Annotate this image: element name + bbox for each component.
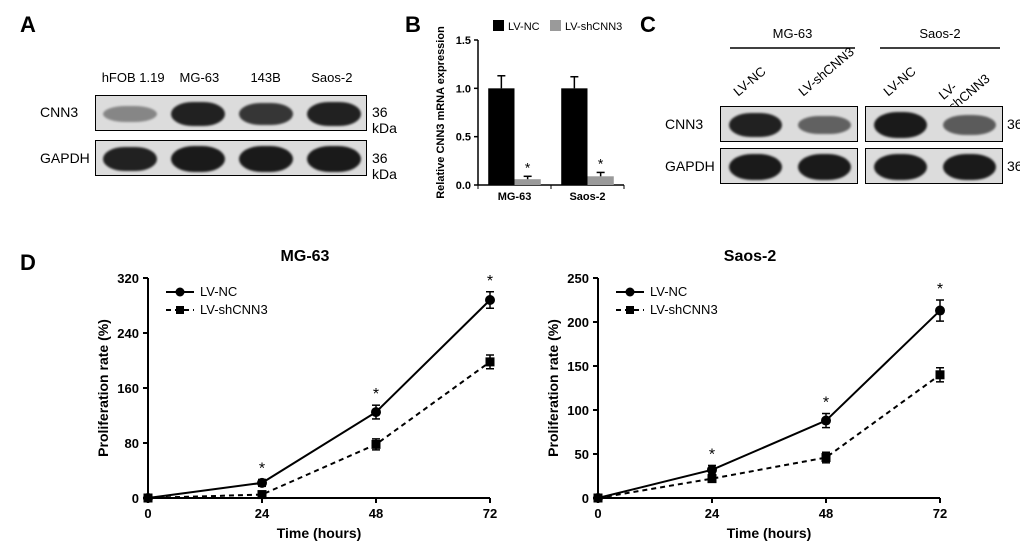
panel-b: 0.0 0.5 1.0 1.5 Relative CNN3 mRNA expressio… <box>430 18 630 223</box>
blot-box <box>865 148 1003 184</box>
svg-text:320: 320 <box>117 271 139 286</box>
svg-text:Time (hours): Time (hours) <box>277 525 362 541</box>
svg-text:*: * <box>937 281 943 298</box>
panel-a: hFOB 1.19 MG-63 143B Saos-2 CNN3 36 kDa … <box>40 40 395 200</box>
svg-text:100: 100 <box>567 403 589 418</box>
group-header: MG-63 <box>730 26 855 41</box>
panel-label-a: A <box>20 12 36 38</box>
svg-text:*: * <box>259 460 265 477</box>
lane-label: LV-shCNN3 <box>795 44 856 99</box>
svg-text:0: 0 <box>582 491 589 506</box>
svg-text:LV-shCNN3: LV-shCNN3 <box>565 21 622 33</box>
svg-text:Proliferation rate (%): Proliferation rate (%) <box>545 319 561 457</box>
blot-row-label: CNN3 <box>665 116 703 132</box>
blot-row-label: GAPDH <box>665 158 715 174</box>
blot-a-lanes: hFOB 1.19 MG-63 143B Saos-2 <box>100 70 365 90</box>
svg-text:LV-NC: LV-NC <box>650 284 687 299</box>
svg-text:Proliferation rate (%): Proliferation rate (%) <box>95 319 111 457</box>
lane-label: Saos-2 <box>299 70 365 90</box>
svg-text:LV-NC: LV-NC <box>200 284 237 299</box>
blot-kda: 36 kDa <box>372 150 397 182</box>
blot-c-lanes: LV-NC LV-shCNN3 LV-NC LV-shCNN3 <box>725 50 1005 105</box>
blot-box <box>720 106 858 142</box>
svg-text:0: 0 <box>594 506 601 521</box>
lane-label: LV-NC <box>880 64 918 99</box>
chart-title: Saos-2 <box>620 248 880 266</box>
lane-label: 143B <box>233 70 299 90</box>
svg-text:250: 250 <box>567 271 589 286</box>
svg-text:1.0: 1.0 <box>456 83 471 95</box>
svg-text:*: * <box>525 159 531 175</box>
blot-box <box>95 140 367 176</box>
panel-label-d: D <box>20 250 36 276</box>
svg-text:48: 48 <box>819 506 833 521</box>
blot-box <box>95 95 367 131</box>
group-header: Saos-2 <box>880 26 1000 41</box>
svg-text:*: * <box>373 386 379 403</box>
svg-text:Saos-2: Saos-2 <box>569 191 605 203</box>
svg-text:0.0: 0.0 <box>456 180 471 192</box>
blot-row-label: GAPDH <box>40 150 90 166</box>
lane-label: MG-63 <box>166 70 232 90</box>
svg-text:LV-NC: LV-NC <box>508 21 540 33</box>
bar-chart: 0.0 0.5 1.0 1.5 Relative CNN3 mRNA expressio… <box>430 18 630 223</box>
blot-kda: 36 kDa <box>372 104 397 136</box>
chart-title: MG-63 <box>175 248 435 266</box>
svg-text:Relative CNN3 mRNA expression: Relative CNN3 mRNA expression <box>435 26 447 199</box>
svg-text:160: 160 <box>117 381 139 396</box>
blot-row-label: CNN3 <box>40 104 78 120</box>
svg-text:200: 200 <box>567 315 589 330</box>
panel-label-b: B <box>405 12 421 38</box>
svg-text:24: 24 <box>705 506 720 521</box>
svg-text:50: 50 <box>575 447 589 462</box>
svg-text:*: * <box>487 273 493 290</box>
line-chart: 0 50 100 150 200 250 0 24 48 72 Time (hours) Prolif… <box>540 266 960 546</box>
svg-text:24: 24 <box>255 506 270 521</box>
svg-text:LV-shCNN3: LV-shCNN3 <box>650 302 718 317</box>
svg-text:0.5: 0.5 <box>456 132 471 144</box>
svg-text:48: 48 <box>369 506 383 521</box>
svg-text:LV-shCNN3: LV-shCNN3 <box>200 302 268 317</box>
panel-c: MG-63 Saos-2 LV-NC LV-shCNN3 LV-NC LV-sh… <box>665 18 1010 198</box>
lane-label: LV-NC <box>730 64 768 99</box>
figure-root: A B C D hFOB 1.19 MG-63 143B Saos-2 CNN3… <box>0 0 1020 549</box>
svg-text:*: * <box>709 446 715 463</box>
panel-label-c: C <box>640 12 656 38</box>
svg-text:150: 150 <box>567 359 589 374</box>
svg-text:240: 240 <box>117 326 139 341</box>
svg-text:1.5: 1.5 <box>456 35 471 47</box>
svg-text:*: * <box>823 395 829 412</box>
line-chart: 0 80 160 240 320 0 24 48 72 Time (hours) Prolifera… <box>90 266 510 546</box>
svg-text:80: 80 <box>125 436 139 451</box>
svg-text:*: * <box>598 155 604 171</box>
blot-box <box>865 106 1003 142</box>
svg-text:0: 0 <box>132 491 139 506</box>
blot-kda: 36 kDa <box>1007 158 1020 174</box>
svg-text:72: 72 <box>933 506 947 521</box>
svg-text:72: 72 <box>483 506 497 521</box>
svg-text:Time (hours): Time (hours) <box>727 525 812 541</box>
panel-d: MG-63 Saos-2 0801602403200244872Time (ho… <box>60 248 1000 548</box>
blot-box <box>720 148 858 184</box>
svg-text:MG-63: MG-63 <box>498 191 532 203</box>
blot-kda: 36 kDa <box>1007 116 1020 132</box>
lane-label: hFOB 1.19 <box>100 70 166 90</box>
svg-text:0: 0 <box>144 506 151 521</box>
